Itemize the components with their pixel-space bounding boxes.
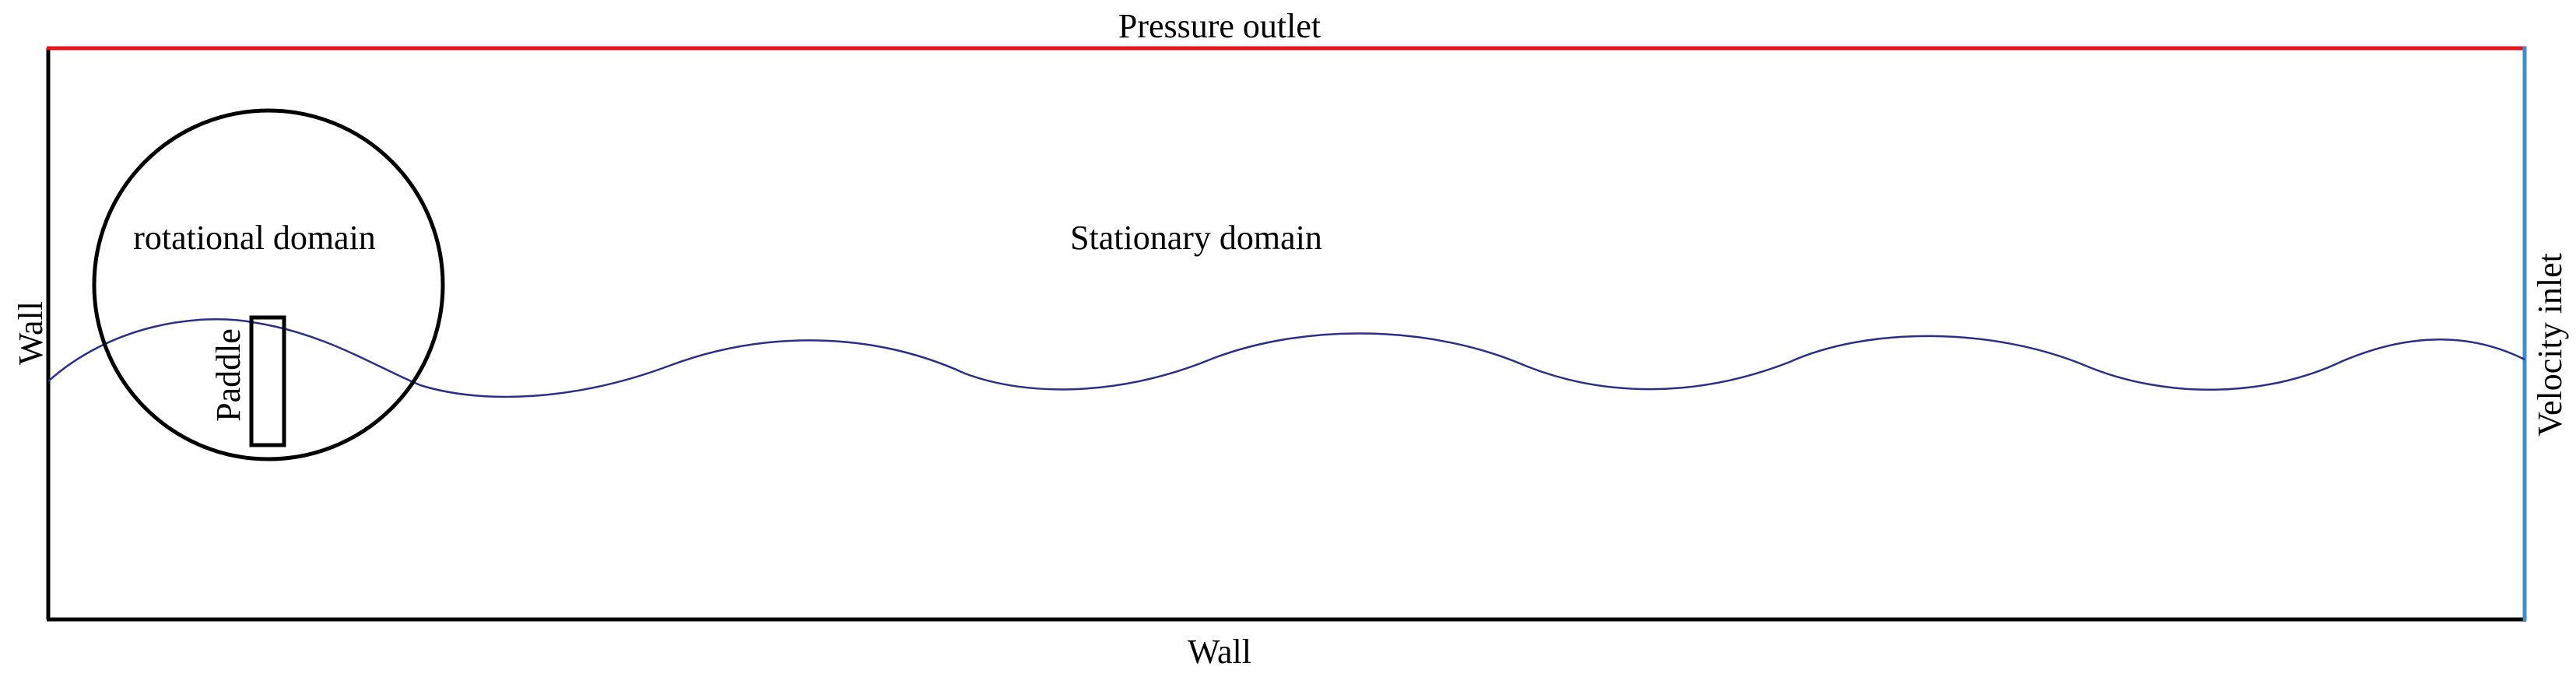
rotational-domain-circle: [92, 108, 445, 461]
free-surface-wave: [47, 318, 2525, 398]
velocity-inlet-label: Velocity inlet: [2531, 253, 2569, 437]
pressure-outlet-label: Pressure outlet: [1118, 7, 1321, 45]
paddle-rect: [249, 315, 286, 447]
stationary-domain-label: Stationary domain: [1070, 219, 1322, 257]
left-wall-label: Wall: [12, 301, 50, 365]
rotational-domain-label: rotational domain: [133, 219, 376, 257]
bottom-wall-label: Wall: [1188, 633, 1251, 671]
paddle-label: Paddle: [209, 328, 247, 422]
